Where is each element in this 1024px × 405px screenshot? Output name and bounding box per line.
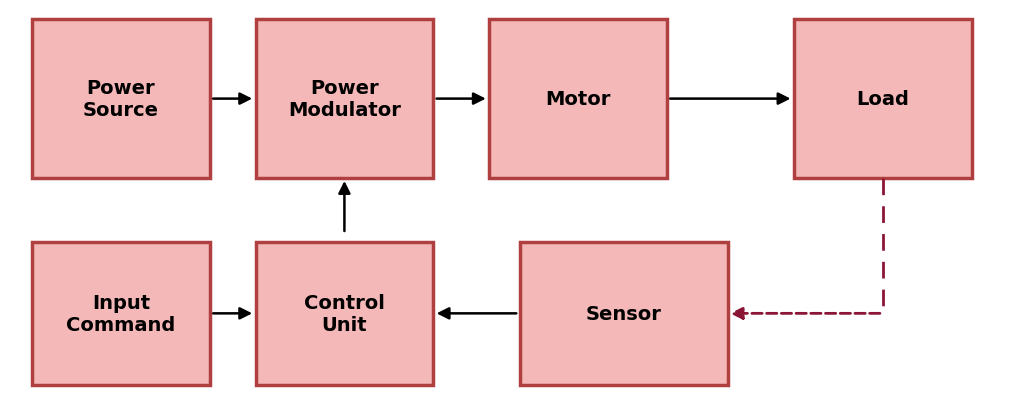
FancyBboxPatch shape: [256, 20, 433, 179]
FancyBboxPatch shape: [794, 20, 972, 179]
Text: Motor: Motor: [546, 90, 610, 109]
Text: Power
Source: Power Source: [83, 79, 159, 120]
Text: Power
Modulator: Power Modulator: [288, 79, 400, 120]
FancyBboxPatch shape: [256, 242, 433, 385]
FancyBboxPatch shape: [519, 242, 728, 385]
Text: Sensor: Sensor: [586, 304, 662, 323]
Text: Input
Command: Input Command: [67, 293, 175, 334]
FancyBboxPatch shape: [32, 20, 210, 179]
FancyBboxPatch shape: [32, 242, 210, 385]
Text: Control
Unit: Control Unit: [304, 293, 385, 334]
FancyBboxPatch shape: [489, 20, 667, 179]
Text: Load: Load: [856, 90, 909, 109]
